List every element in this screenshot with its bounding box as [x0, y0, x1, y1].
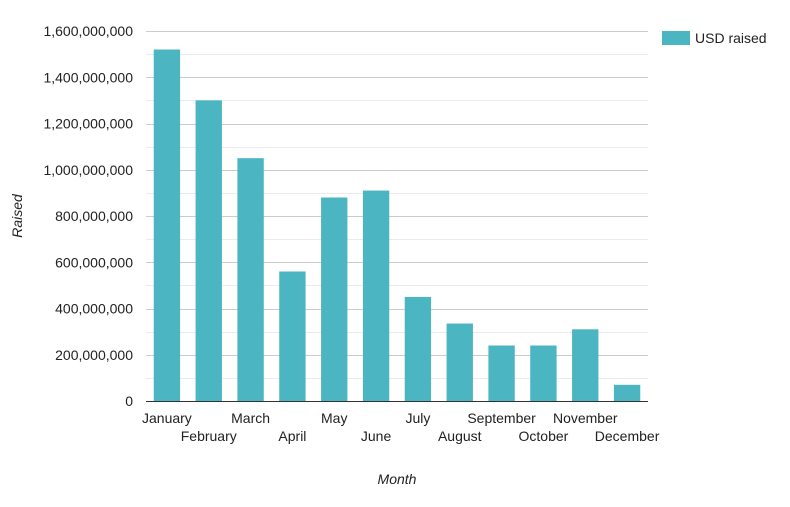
- y-axis-title: Raised: [9, 193, 25, 238]
- bar-april[interactable]: [279, 271, 306, 402]
- bar-december[interactable]: [613, 384, 641, 401]
- x-tick-label: September: [467, 410, 536, 426]
- legend: USD raised: [662, 30, 767, 46]
- x-tick-label: July: [405, 410, 430, 426]
- y-axis-tick-labels: 0 200,000,000 400,000,000 600,000,000 800,00…: [43, 23, 133, 409]
- x-tick-label: April: [278, 428, 306, 444]
- x-axis-tick-labels: January February March April May June July Augu…: [142, 410, 660, 444]
- bar-august[interactable]: [446, 323, 473, 401]
- y-tick-label: 400,000,000: [55, 301, 133, 317]
- x-tick-label: March: [231, 410, 270, 426]
- legend-swatch: [662, 31, 690, 45]
- bar-july[interactable]: [404, 296, 432, 401]
- x-axis-title: Month: [378, 471, 417, 487]
- bar-february[interactable]: [195, 100, 222, 401]
- x-tick-label: January: [142, 410, 192, 426]
- bar-january[interactable]: [153, 49, 181, 402]
- x-tick-label: February: [181, 428, 237, 444]
- x-tick-label: May: [321, 410, 347, 426]
- y-tick-label: 800,000,000: [55, 208, 133, 224]
- gridlines: [146, 31, 648, 379]
- bars: [153, 49, 641, 402]
- bar-march[interactable]: [237, 158, 264, 401]
- x-tick-label: November: [553, 410, 618, 426]
- bar-may[interactable]: [321, 197, 348, 402]
- bar-june[interactable]: [362, 190, 390, 401]
- y-tick-label: 1,200,000,000: [43, 116, 133, 132]
- x-tick-label: December: [595, 428, 660, 444]
- bar-november[interactable]: [572, 329, 599, 401]
- y-tick-label: 1,600,000,000: [43, 23, 133, 39]
- y-tick-label: 200,000,000: [55, 347, 133, 363]
- legend-label: USD raised: [695, 30, 767, 46]
- bar-october[interactable]: [530, 345, 557, 402]
- y-tick-label: 600,000,000: [55, 254, 133, 270]
- x-tick-label: October: [519, 428, 569, 444]
- x-tick-label: August: [438, 428, 482, 444]
- y-tick-label: 0: [125, 393, 133, 409]
- y-tick-label: 1,000,000,000: [43, 162, 133, 178]
- x-tick-label: June: [361, 428, 392, 444]
- bar-september[interactable]: [488, 345, 515, 402]
- y-tick-label: 1,400,000,000: [43, 69, 133, 85]
